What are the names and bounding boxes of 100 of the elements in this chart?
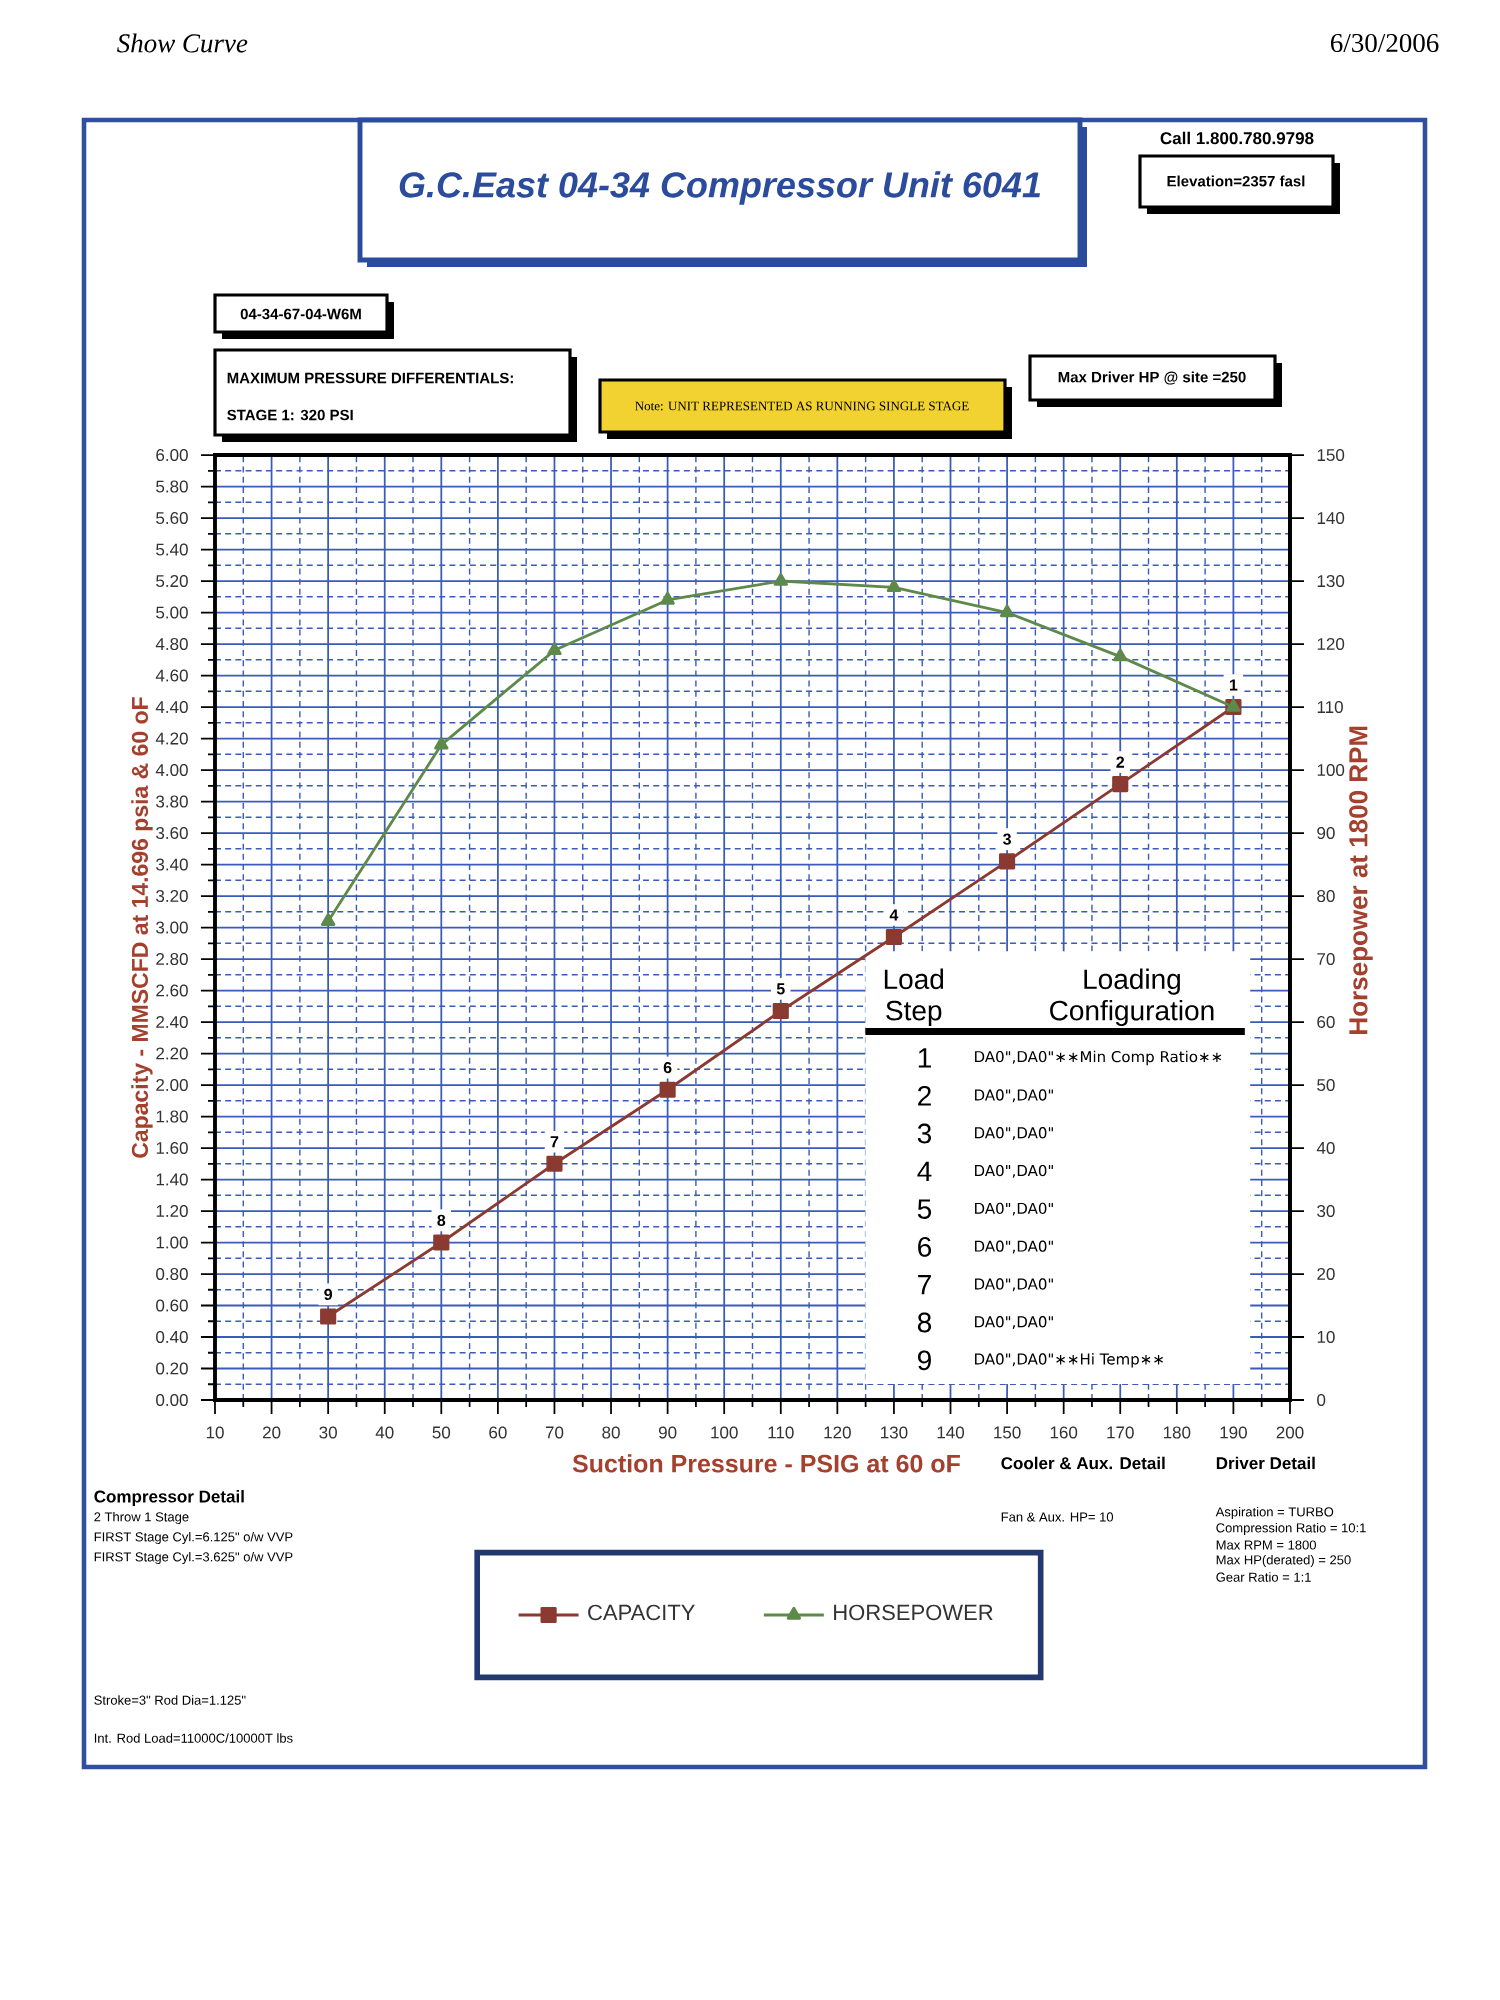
annotation: 9: [918, 1350, 931, 1371]
y-tick-label: 6.00: [156, 448, 188, 462]
annotation: 6: [918, 1236, 932, 1257]
x-tick-label: 170: [1107, 1426, 1134, 1439]
text: Driver Detail: [1216, 1456, 1315, 1470]
x-tick-label: 20: [263, 1426, 281, 1439]
annotation: 5: [776, 983, 785, 995]
y-tick-label: 3.80: [156, 795, 188, 808]
y2-tick-label: 0: [1317, 1393, 1326, 1407]
y-tick-label: 3.20: [156, 889, 188, 903]
text: Max HP(derated) = 250: [1216, 1554, 1351, 1568]
y-tick-label: 4.20: [155, 732, 188, 745]
x-tick-label: 100: [711, 1426, 738, 1439]
x-tick-label: 30: [319, 1426, 337, 1439]
chart-title: G.C.East 04-34 Compressor Unit 6041: [399, 171, 1041, 205]
y-tick-label: 1.20: [156, 1204, 188, 1218]
text: MAXIMUM PRESSURE DIFFERENTIALS:: [227, 372, 513, 384]
y-tick-label: 1.40: [156, 1173, 188, 1186]
annotation: DA0",DA0": [975, 1316, 1053, 1329]
annotation: 2: [1116, 756, 1125, 768]
y2-tick-label: 120: [1317, 637, 1345, 651]
y-axis-title: Capacity - MMSCFD at 14.696 psia & 60 oF: [131, 697, 153, 1158]
annotation: DA0",DA0": [975, 1164, 1053, 1178]
text: Fan & Aux. HP= 10: [1001, 1512, 1114, 1522]
annotation: 7: [918, 1275, 931, 1295]
annotation: 6: [663, 1061, 672, 1074]
y2-tick-label: 20: [1317, 1267, 1335, 1281]
text: Aspiration = TURBO: [1215, 1506, 1334, 1520]
y-tick-label: 5.00: [156, 606, 188, 619]
text: Max Driver HP @ site =250: [1058, 371, 1246, 385]
x-tick-label: 200: [1276, 1426, 1304, 1439]
annotation: 7: [550, 1136, 559, 1148]
y-tick-label: 5.40: [156, 543, 188, 556]
x-tick-label: 190: [1220, 1426, 1247, 1439]
annotation: 4: [889, 909, 899, 921]
text: Elevation=2357 fasl: [1167, 175, 1305, 187]
x-tick-label: 140: [937, 1426, 965, 1439]
x-tick-label: 60: [489, 1426, 507, 1439]
y2-tick-label: 30: [1317, 1204, 1335, 1218]
text: Cooler & Aux. Detail: [1001, 1456, 1165, 1470]
text: FIRST Stage Cyl.=3.625" o/w VVP: [94, 1551, 293, 1565]
x-tick-label: 90: [658, 1426, 677, 1439]
y2-tick-label: 100: [1317, 763, 1345, 777]
y-tick-label: 0.00: [156, 1393, 188, 1407]
x-tick-label: 130: [881, 1426, 908, 1439]
y-tick-label: 0.60: [156, 1299, 188, 1312]
y-tick-label: 1.80: [156, 1110, 188, 1123]
annotation: 1: [918, 1048, 931, 1068]
annotation: 3: [1003, 833, 1011, 845]
y-tick-label: 3.40: [156, 858, 188, 871]
y-tick-label: 4.80: [155, 637, 188, 651]
x-tick-label: 150: [994, 1426, 1021, 1439]
y2-tick-label: 50: [1317, 1078, 1335, 1092]
text: Compressor Detail: [94, 1490, 244, 1506]
y-tick-label: 2.40: [156, 1015, 188, 1029]
x-tick-label: 120: [824, 1426, 851, 1439]
y-tick-label: 0.80: [156, 1267, 188, 1281]
text: 2 Throw 1 Stage: [94, 1511, 189, 1525]
annotation: 2: [918, 1085, 931, 1106]
annotation: 9: [324, 1288, 333, 1301]
y-tick-label: 4.00: [155, 763, 188, 777]
y2-tick-label: 150: [1317, 448, 1345, 462]
text: STAGE 1: 320 PSI: [227, 409, 353, 421]
y-tick-label: 0.40: [156, 1330, 188, 1344]
x-tick-label: 80: [602, 1426, 620, 1439]
x-axis-title: Suction Pressure - PSIG at 60 oF: [572, 1454, 960, 1473]
y2-tick-label: 130: [1317, 574, 1345, 588]
annotation: DA0",DA0": [975, 1240, 1053, 1254]
text: FIRST Stage Cyl.=6.125" o/w VVP: [94, 1531, 293, 1545]
y-tick-label: 3.00: [156, 921, 188, 934]
x-tick-label: 110: [768, 1426, 794, 1439]
text: 6/30/2006: [1330, 33, 1439, 53]
text: Gear Ratio = 1:1: [1216, 1572, 1311, 1582]
y-tick-label: 5.20: [156, 574, 188, 588]
y-tick-label: 2.20: [156, 1047, 188, 1060]
y2-tick-label: 80: [1317, 889, 1335, 903]
x-tick-label: 50: [432, 1426, 451, 1439]
text: Note: UNIT REPRESENTED AS RUNNING SINGLE STAGE: [635, 401, 969, 411]
y-tick-label: 1.00: [156, 1236, 188, 1249]
y-tick-label: 4.40: [155, 700, 188, 714]
text: Max RPM = 1800: [1216, 1540, 1317, 1550]
annotation: 4: [917, 1161, 932, 1181]
legend-label: HORSEPOWER: [834, 1604, 993, 1621]
annotation: 1: [1229, 679, 1238, 691]
annotation: DA0",DA0"∗∗Min Comp Ratio∗∗: [975, 1050, 1222, 1066]
annotation: DA0",DA0": [975, 1089, 1053, 1103]
y2-tick-label: 10: [1317, 1330, 1335, 1344]
legend-label: CAPACITY: [588, 1604, 695, 1621]
annotation: DA0",DA0": [975, 1202, 1053, 1216]
y-tick-label: 4.60: [155, 669, 188, 682]
y2-axis-title: Horsepower at 1800 RPM: [1349, 726, 1373, 1034]
x-tick-label: 10: [206, 1426, 224, 1439]
annotation: DA0",DA0"∗∗Hi Temp∗∗: [975, 1353, 1163, 1368]
x-tick-label: 160: [1050, 1426, 1078, 1439]
text: Stroke=3" Rod Dia=1.125": [94, 1695, 246, 1705]
y-tick-label: 1.60: [156, 1141, 188, 1155]
x-tick-label: 180: [1163, 1426, 1191, 1439]
annotation: 8: [437, 1214, 446, 1226]
annotation: DA0",DA0": [975, 1278, 1053, 1292]
y-tick-label: 5.80: [156, 480, 188, 493]
